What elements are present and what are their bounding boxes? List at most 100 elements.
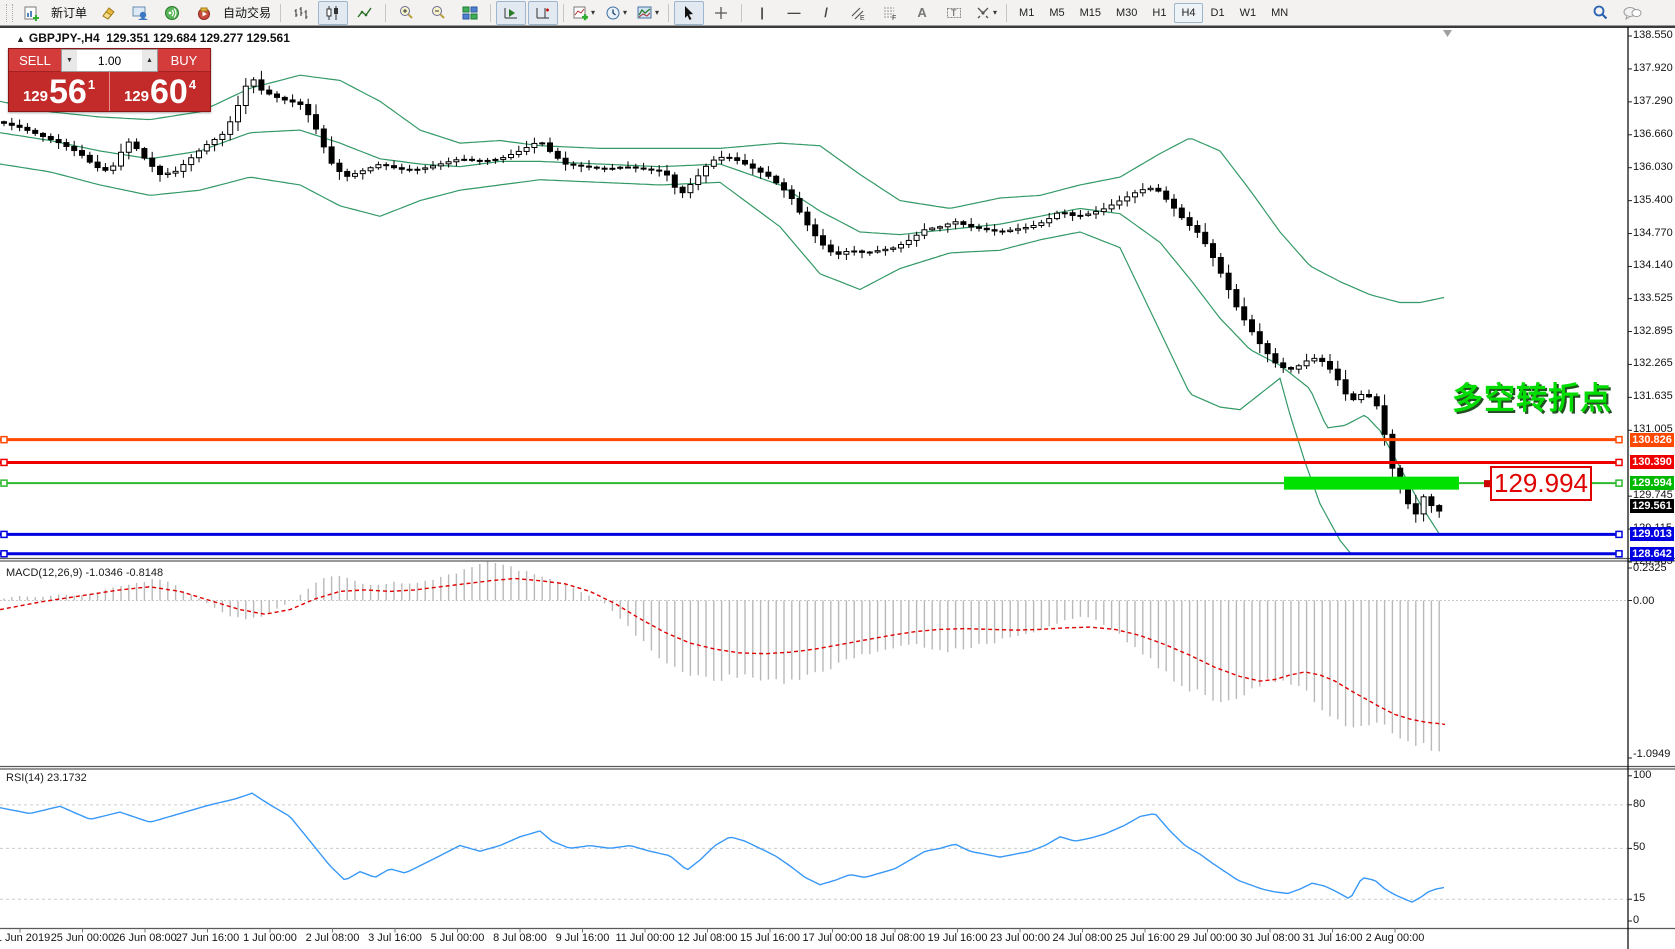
new-order-label[interactable]: 新订单 [51,6,88,20]
horizontal-line-objects[interactable] [0,435,1623,558]
volume-stepper: ▼ ▲ [61,49,158,72]
auto-trading-icon [198,7,211,20]
auto-trading-button[interactable] [189,1,219,25]
buy-price[interactable]: 129 60 4 [110,72,210,111]
time-label: 25 Jun 00:00 [50,932,115,944]
indicators-icon [573,6,589,20]
arrows-button[interactable]: ▾ [971,1,1001,25]
zoom-out-button[interactable] [423,1,453,25]
tile-windows-button[interactable] [455,1,485,25]
tab-timeframe-H4[interactable]: H4 [1174,2,1203,23]
vertical-line-button[interactable]: | [747,1,777,25]
time-label: 31 Jul 16:00 [1302,932,1363,944]
rsi-pane[interactable] [0,792,1628,903]
chart-symbol: GBPJPY-,H4 [28,31,100,45]
rsi-axis-tick: 50 [1633,841,1646,854]
chat-button[interactable] [1617,1,1647,25]
rsi-line [0,792,1445,903]
toolbar-separator [1006,3,1008,22]
time-label: 9 Jul 16:00 [555,932,610,944]
time-label: 30 Jul 08:00 [1240,932,1300,944]
rsi-value: 23.1732 [46,772,87,784]
line-chart-button[interactable] [350,1,380,25]
tab-timeframe-M1[interactable]: M1 [1012,3,1041,23]
price-tick: 135.400 [1633,193,1673,206]
trendline-button[interactable]: / [811,1,841,25]
tab-timeframe-W1[interactable]: W1 [1233,3,1264,23]
price-line-label: 129.561 [1630,498,1674,513]
time-label: 29 Jul 00:00 [1177,932,1238,944]
volume-increase-button[interactable]: ▲ [142,50,157,71]
one-click-trade-panel: SELL ▼ ▲ BUY 129 56 1 129 60 4 [8,48,211,112]
crosshair-button[interactable] [706,1,736,25]
tab-timeframe-D1[interactable]: D1 [1204,3,1232,23]
line-chart-icon [357,7,372,17]
auto-trading-label[interactable]: 自动交易 [223,6,272,20]
cursor-button[interactable] [674,0,705,25]
macd-label: MACD(12,26,9) -1.0346 -0.8148 [6,567,164,579]
collapse-arrow-icon[interactable]: ▲ [16,34,25,44]
candlestick-chart-button[interactable] [318,0,349,25]
fibonacci-button[interactable]: F [875,1,905,25]
equidistant-channel-icon: E [851,7,865,21]
turning-point-annotation[interactable]: 多空转折点 [1452,381,1612,416]
time-label: 12 Jul 08:00 [677,932,738,944]
volume-input[interactable] [77,50,142,71]
time-label: 5 Jul 00:00 [430,932,485,944]
tab-timeframe-M30[interactable]: M30 [1109,3,1144,23]
time-label: 2 Jul 08:00 [305,932,360,944]
sell-button[interactable]: SELL [9,49,61,72]
tile-windows-icon [462,6,478,19]
tab-timeframe-M15[interactable]: M15 [1073,3,1108,23]
auto-scroll-button[interactable] [496,0,527,25]
time-label: 2 Aug 00:00 [1365,932,1425,944]
signals-button[interactable] [157,1,187,25]
price-callout-box[interactable]: 129.994 [1490,466,1592,501]
eraser-button[interactable] [93,1,123,25]
price-tick: 134.140 [1633,259,1673,272]
svg-text:F: F [892,15,896,21]
price-line-label: 129.013 [1630,527,1674,542]
toolbar: 新订单 自动交易 [0,0,1675,26]
crosshair-icon [715,6,728,19]
zoom-out-icon [432,5,445,19]
bar-chart-button[interactable] [286,1,316,25]
chart-shift-button[interactable] [528,0,559,25]
volume-decrease-button[interactable]: ▼ [62,50,77,71]
tab-timeframe-MN[interactable]: MN [1264,3,1295,23]
tab-timeframe-H1[interactable]: H1 [1145,3,1173,23]
timeframe-group: M1 M5 M15 M30 H1 H4 D1 W1 MN [1012,2,1295,23]
channel-button[interactable]: E [843,1,873,25]
buy-button[interactable]: BUY [158,49,210,72]
toolbar-separator [385,3,387,22]
price-tick: 131.635 [1633,390,1673,403]
text-label-button[interactable]: T [939,1,969,25]
ohlc-high: 129.684 [153,31,197,45]
macd-axis-tick: 0.2325 [1633,562,1667,574]
tab-timeframe-M5[interactable]: M5 [1042,3,1071,23]
zoom-in-button[interactable] [391,1,421,25]
search-button[interactable] [1585,1,1615,25]
text-button[interactable]: A [907,1,937,25]
sell-price[interactable]: 129 56 1 [9,72,110,111]
highlight-zone[interactable] [1284,476,1459,490]
macd-pane[interactable] [0,561,1628,752]
periods-button[interactable]: ▾ [601,1,631,25]
profile-button[interactable] [125,1,155,25]
time-label: 17 Jul 00:00 [802,932,863,944]
svg-text:E: E [860,15,865,21]
main-price-pane[interactable] [0,70,1445,556]
toolbar-grip[interactable] [6,3,13,22]
line-handle[interactable] [1484,480,1491,488]
text-icon: A [917,5,927,20]
horizontal-line-button[interactable]: — [779,1,809,25]
templates-button[interactable]: ▾ [633,1,663,25]
new-order-button[interactable] [17,1,47,25]
vertical-line-icon: | [760,5,764,20]
buy-price-pip: 4 [188,77,197,92]
indicators-button[interactable]: ▾ [569,1,599,25]
toolbar-separator [280,3,282,22]
time-label: 19 Jul 16:00 [927,932,988,944]
